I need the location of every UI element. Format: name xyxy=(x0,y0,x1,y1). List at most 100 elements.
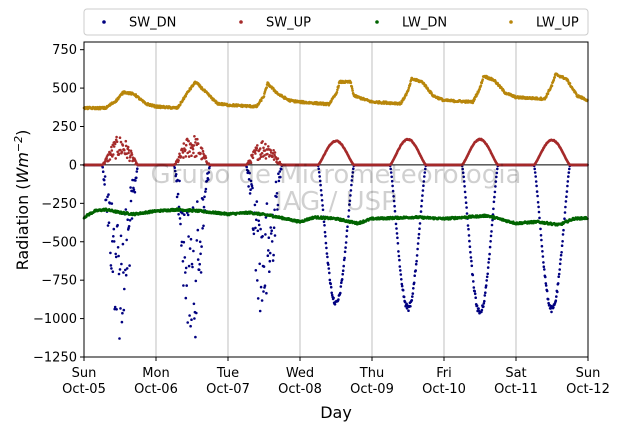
sw_up-point xyxy=(181,148,184,152)
lw_up-point xyxy=(553,75,556,79)
sw_dn-point xyxy=(486,272,490,276)
sw_dn-point xyxy=(273,208,276,212)
sw_up-point xyxy=(187,139,190,143)
y-axis-label-unit: Wm xyxy=(13,152,32,183)
legend-marker-sw_up xyxy=(239,20,243,24)
sw_dn-point xyxy=(398,265,402,268)
sw_dn-point xyxy=(185,284,188,287)
sw_dn-point xyxy=(341,269,345,273)
sw_dn-point xyxy=(277,179,281,183)
sw_up-point xyxy=(121,144,125,147)
sw_up-point xyxy=(186,151,189,155)
sw_dn-point xyxy=(112,227,116,231)
sw_dn-point xyxy=(487,257,491,261)
sw_dn-point xyxy=(416,242,420,245)
y-tick-label: 750 xyxy=(52,43,77,58)
sw_dn-point xyxy=(329,282,333,286)
sw_dn-point xyxy=(468,239,471,243)
sw_dn-point xyxy=(543,268,546,271)
x-tick-label-date: Oct-06 xyxy=(134,382,178,397)
sw_dn-point xyxy=(276,203,280,207)
sw_up-point xyxy=(251,153,254,157)
sw_dn-point xyxy=(466,224,470,227)
sw_dn-point xyxy=(190,262,194,266)
sw_dn-point xyxy=(423,175,426,178)
sw_dn-point xyxy=(540,244,544,248)
sw_dn-point xyxy=(270,240,274,243)
sw_dn-point xyxy=(255,279,259,282)
sw_dn-point xyxy=(554,299,558,303)
sw_dn-point xyxy=(103,175,107,178)
sw_dn-point xyxy=(114,252,117,256)
sw_up-point xyxy=(188,150,191,153)
sw_dn-point xyxy=(332,296,335,300)
sw_dn-point xyxy=(273,234,277,237)
sw_up-point xyxy=(120,150,124,154)
sw_dn-point xyxy=(537,210,541,214)
sw_dn-point xyxy=(402,295,406,299)
sw_dn-point xyxy=(174,173,178,176)
sw_dn-point xyxy=(562,228,565,232)
sw_dn-point xyxy=(199,271,203,274)
sw_dn-point xyxy=(489,234,493,238)
y-tick-label: 250 xyxy=(52,120,77,135)
y-tick-label: −500 xyxy=(41,235,77,250)
sw_up-point xyxy=(112,145,116,148)
sw_dn-point xyxy=(117,254,120,258)
sw_dn-point xyxy=(467,227,470,231)
sw_dn-point xyxy=(350,183,353,187)
sw_dn-point xyxy=(254,226,257,230)
sw_up-point xyxy=(174,162,177,166)
sw_dn-point xyxy=(262,265,266,268)
sw_dn-point xyxy=(204,190,207,193)
sw_dn-point xyxy=(423,171,427,174)
sw_dn-point xyxy=(351,171,355,174)
sw_up-point xyxy=(108,158,112,161)
sw_dn-point xyxy=(464,201,468,204)
y-axis-label-main: Radiation ( xyxy=(13,183,32,270)
lw_up-point xyxy=(473,98,476,101)
sw_dn-point xyxy=(465,206,468,209)
sw_dn-point xyxy=(401,288,405,292)
sw_dn-point xyxy=(544,284,548,287)
sw_dn-point xyxy=(134,179,137,182)
sw_dn-point xyxy=(120,262,123,266)
sw_dn-point xyxy=(274,180,278,184)
sw_dn-point xyxy=(327,263,330,266)
sw_dn-point xyxy=(184,266,188,270)
sw_dn-point xyxy=(330,291,334,295)
sw_dn-point xyxy=(490,223,494,227)
legend-label-lw_up: LW_UP xyxy=(536,16,579,31)
sw_up-point xyxy=(276,157,280,160)
sw_dn-point xyxy=(464,196,467,199)
sw_dn-point xyxy=(110,267,113,270)
sw_up-point xyxy=(258,147,262,150)
sw_dn-point xyxy=(321,204,324,207)
sw_dn-point xyxy=(264,233,267,236)
legend: SW_DN SW_UP LW_DN LW_UP xyxy=(83,8,589,36)
sw_dn-point xyxy=(463,185,466,188)
legend-label-lw_dn: LW_DN xyxy=(402,16,447,31)
sw_dn-point xyxy=(190,318,193,322)
sw_up-point xyxy=(278,160,282,164)
sw_dn-point xyxy=(325,252,329,255)
sw_dn-point xyxy=(342,264,346,268)
sw_dn-point xyxy=(121,242,125,246)
sw_dn-point xyxy=(128,264,131,267)
sw_dn-point xyxy=(566,184,569,188)
sw_up-point xyxy=(262,146,265,150)
sw_dn-point xyxy=(197,268,201,272)
sw_dn-point xyxy=(477,307,480,310)
sw_dn-point xyxy=(256,229,260,233)
sw_dn-point xyxy=(465,212,469,215)
sw_up-point xyxy=(179,155,183,158)
sw_dn-point xyxy=(254,218,258,222)
sw_dn-point xyxy=(473,289,477,293)
sw_dn-point xyxy=(173,169,177,173)
sw_dn-point xyxy=(540,238,543,242)
sw_dn-point xyxy=(118,268,122,271)
sw_dn-point xyxy=(275,192,279,195)
sw_dn-point xyxy=(488,245,492,249)
sw_up-point xyxy=(267,145,270,148)
sw_dn-point xyxy=(272,253,275,257)
